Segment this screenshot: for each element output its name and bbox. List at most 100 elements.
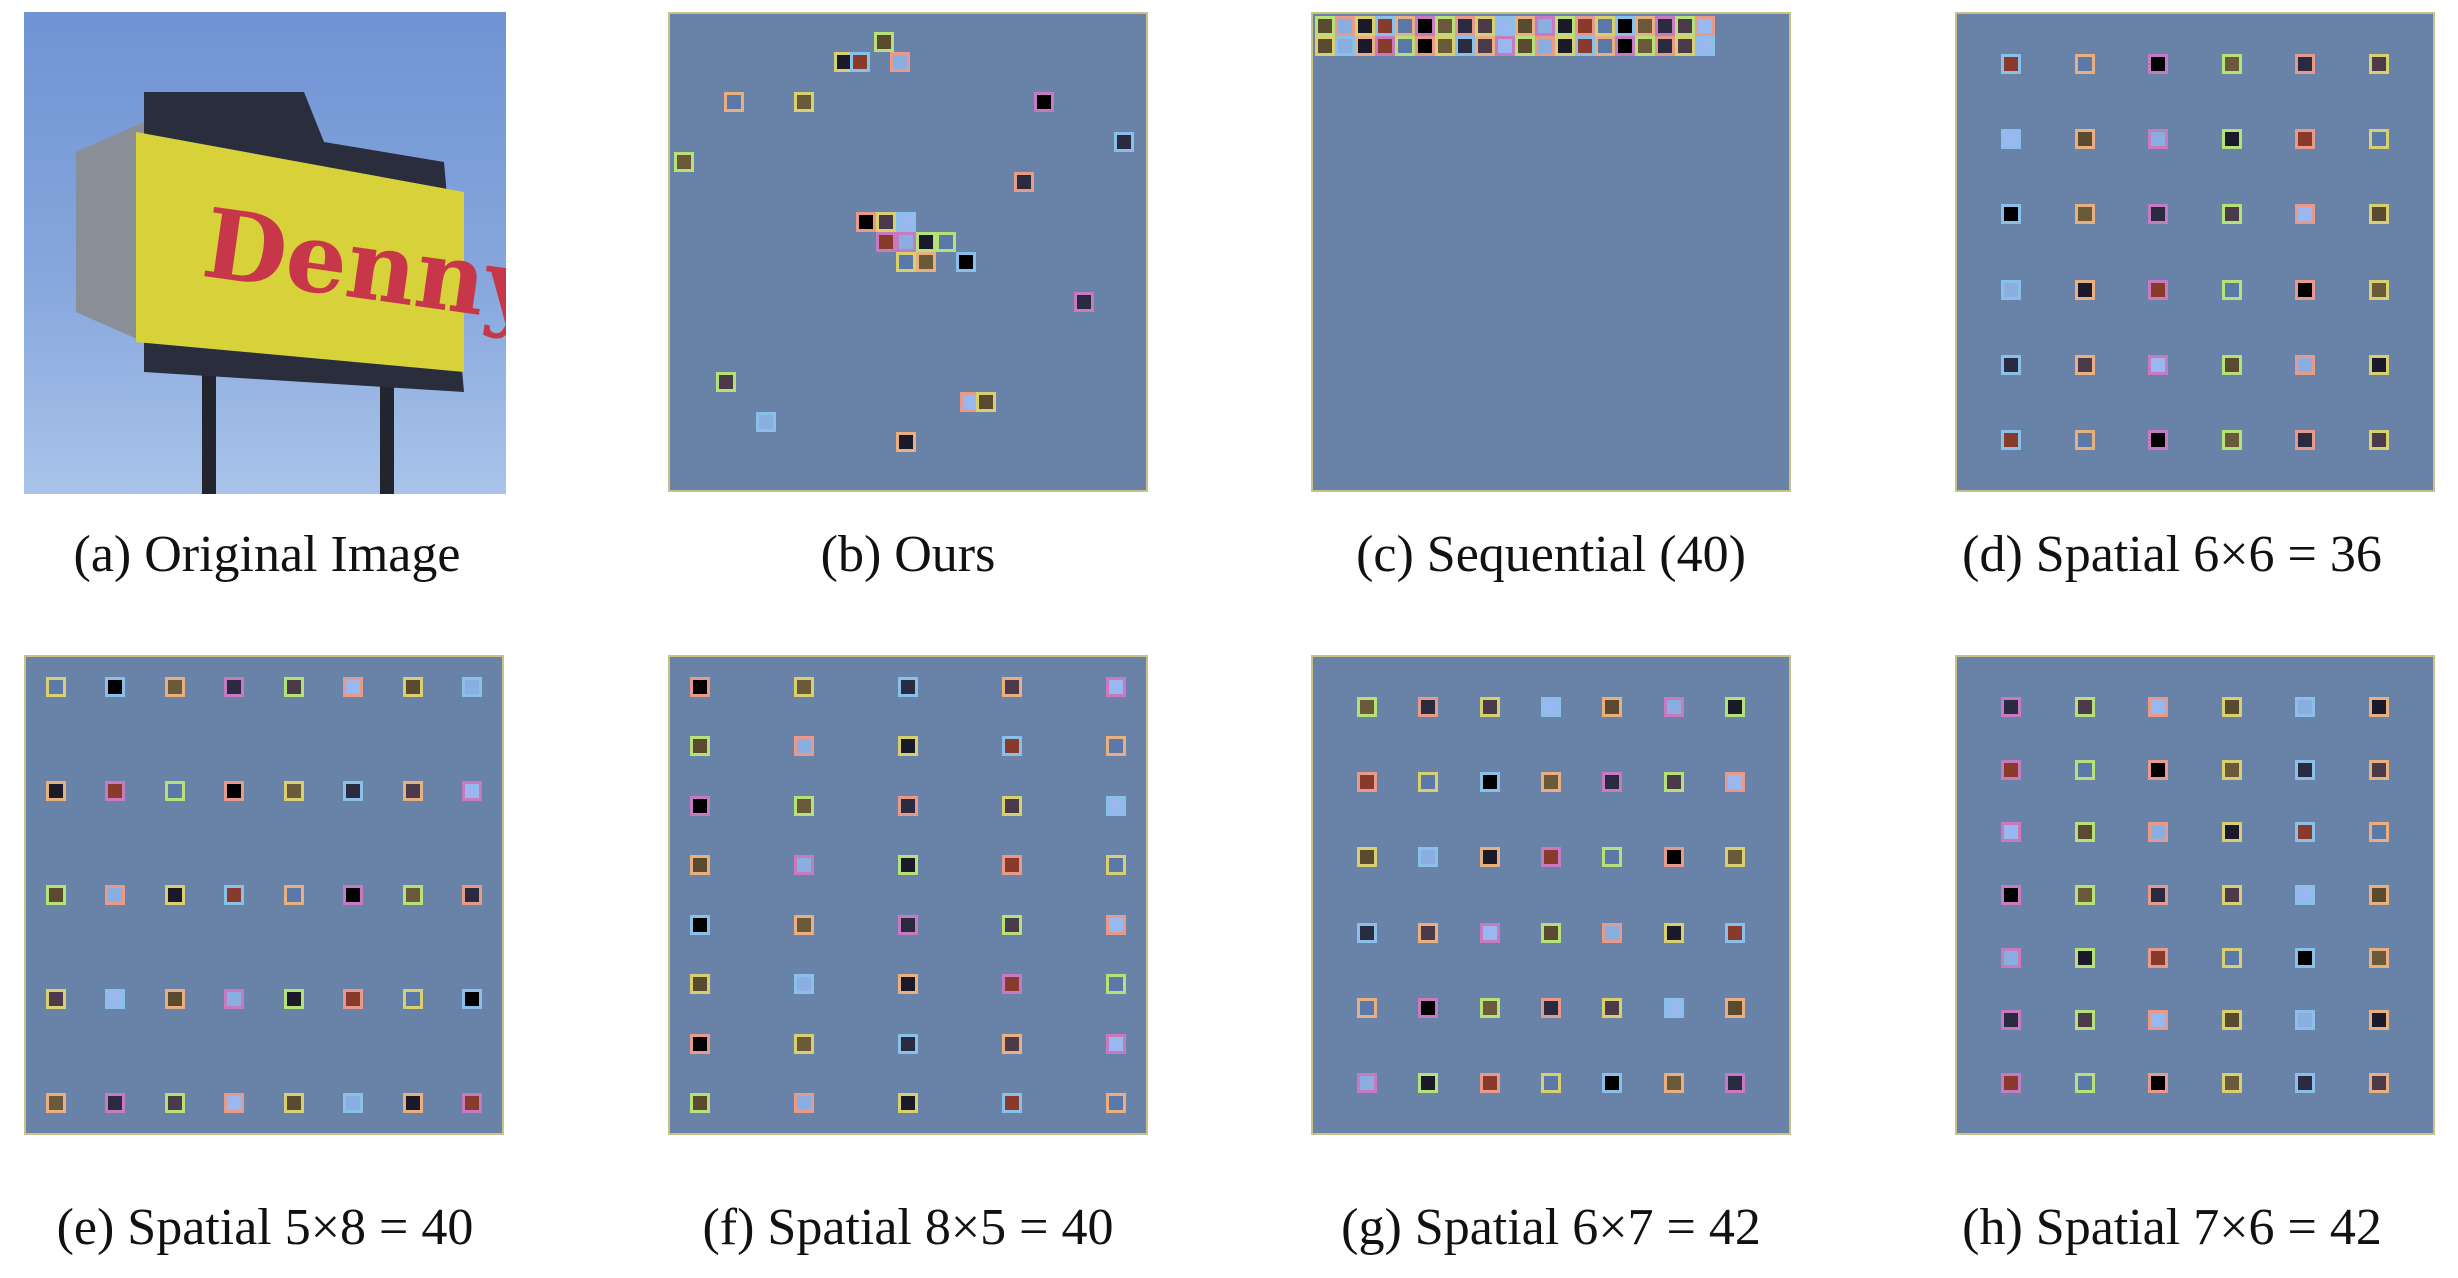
token-square <box>2369 430 2389 450</box>
token-square <box>1455 16 1475 36</box>
token-square <box>1725 847 1745 868</box>
token-square <box>462 781 482 801</box>
token-square <box>2221 759 2242 780</box>
token-square <box>1355 16 1375 36</box>
token-square <box>1002 855 1022 876</box>
token-square <box>898 1093 918 1113</box>
token-square <box>1635 16 1655 36</box>
token-square <box>1418 997 1439 1018</box>
token-square <box>343 677 364 697</box>
token-square <box>1375 16 1395 36</box>
token-square <box>716 372 736 392</box>
token-square <box>1357 922 1377 943</box>
token-square <box>1541 922 1561 943</box>
token-square <box>1535 16 1555 36</box>
token-square <box>1106 1033 1126 1054</box>
token-square <box>876 212 896 232</box>
token-square <box>1002 1033 1022 1054</box>
token-square <box>1357 697 1377 717</box>
token-square <box>898 914 918 935</box>
caption-c: (c) Sequential (40) <box>1356 526 1746 583</box>
caption-d: (d) Spatial 6×6 = 36 <box>1962 526 2382 583</box>
token-square <box>1357 1073 1377 1093</box>
token-square <box>896 432 916 452</box>
token-square <box>402 781 423 801</box>
original-image: Denny's <box>24 12 506 494</box>
token-square <box>462 885 482 905</box>
token-square <box>2295 354 2316 375</box>
token-square <box>2295 947 2316 968</box>
token-square <box>2295 204 2316 225</box>
token-square <box>1555 16 1575 36</box>
token-square <box>1395 16 1415 36</box>
panel-b-ours <box>668 12 1148 492</box>
token-square <box>1725 772 1745 793</box>
token-square <box>462 989 482 1009</box>
caption-b: (b) Ours <box>820 526 996 583</box>
token-square <box>283 989 304 1009</box>
token-square <box>690 736 710 757</box>
token-square <box>2369 1073 2389 1093</box>
token-square <box>2074 1073 2095 1093</box>
token-square <box>2148 129 2169 150</box>
token-square <box>2295 430 2316 450</box>
token-square <box>2295 885 2316 905</box>
token-square <box>898 795 918 816</box>
token-square <box>2148 697 2169 717</box>
token-square <box>890 52 910 72</box>
token-square <box>874 32 894 52</box>
token-square <box>794 795 814 816</box>
token-square <box>1541 772 1561 793</box>
token-square <box>2295 129 2316 150</box>
token-square <box>224 677 245 697</box>
token-square <box>1418 1073 1439 1093</box>
token-square <box>1555 36 1575 56</box>
token-square <box>2221 947 2242 968</box>
token-square <box>46 885 66 905</box>
token-square <box>2221 1010 2242 1031</box>
token-square <box>2001 885 2021 905</box>
token-square <box>2074 697 2095 717</box>
token-square <box>2074 1010 2095 1031</box>
token-square <box>343 781 364 801</box>
token-square <box>2074 430 2095 450</box>
token-square <box>690 855 710 876</box>
token-square <box>46 1093 66 1113</box>
token-square <box>2148 1010 2169 1031</box>
token-square <box>1357 847 1377 868</box>
token-square <box>2001 759 2021 780</box>
token-square <box>898 1033 918 1054</box>
token-square <box>1725 697 1745 717</box>
token-square <box>956 252 976 272</box>
token-square <box>1595 36 1615 56</box>
token-square <box>1635 36 1655 56</box>
panel-g-spatial-6x7 <box>1311 655 1791 1135</box>
token-square <box>2369 279 2389 300</box>
token-square <box>1479 1073 1500 1093</box>
token-square <box>1575 36 1595 56</box>
token-square <box>690 974 710 995</box>
token-square <box>2148 54 2169 74</box>
token-square <box>1002 736 1022 757</box>
token-square <box>1418 772 1439 793</box>
token-square <box>1106 974 1126 995</box>
token-square <box>2001 1073 2021 1093</box>
token-square <box>794 1033 814 1054</box>
token-square <box>2074 885 2095 905</box>
token-square <box>1479 772 1500 793</box>
token-square <box>2074 279 2095 300</box>
token-square <box>2001 947 2021 968</box>
token-square <box>674 152 694 172</box>
token-square <box>2221 697 2242 717</box>
panel-e-spatial-5x8 <box>24 655 504 1135</box>
token-square <box>1475 16 1495 36</box>
token-square <box>2001 204 2021 225</box>
token-square <box>105 989 126 1009</box>
token-square <box>2074 759 2095 780</box>
token-square <box>1106 855 1126 876</box>
token-square <box>1675 16 1695 36</box>
token-square <box>46 989 66 1009</box>
token-square <box>724 92 744 112</box>
token-square <box>283 885 304 905</box>
caption-e: (e) Spatial 5×8 = 40 <box>56 1199 474 1256</box>
